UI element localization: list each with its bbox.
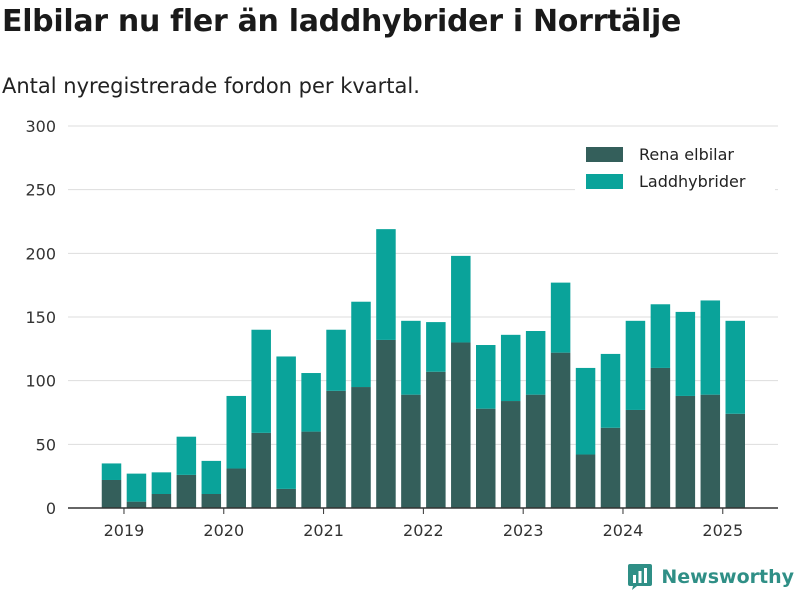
bar-hybrid (351, 301, 371, 388)
x-tick-label: 2020 (203, 521, 244, 540)
bar-hybrid (700, 300, 721, 395)
bar-electric (625, 409, 646, 508)
bar-electric (251, 432, 271, 508)
y-tick-label: 150 (25, 308, 56, 327)
bar-hybrid (625, 320, 646, 410)
x-tick-label: 2024 (603, 521, 644, 540)
bar-hybrid (476, 345, 496, 409)
bar-electric (550, 352, 571, 508)
x-tick-label: 2022 (403, 521, 444, 540)
bar-electric (700, 394, 721, 508)
bar-hybrid (251, 329, 271, 433)
y-tick-label: 50 (36, 435, 56, 454)
bar-electric (226, 468, 246, 508)
x-axis: 2019 2020 2021 2022 2023 2024 2025 (68, 507, 778, 540)
legend-swatch (586, 147, 623, 162)
brand-name: Newsworthy (661, 566, 794, 588)
bar-electric (525, 394, 546, 508)
bar-hybrid (301, 373, 321, 432)
legend-label: Laddhybrider (639, 172, 746, 191)
bar-hybrid (500, 334, 521, 402)
bar-electric (675, 395, 696, 508)
y-tick-label: 300 (25, 117, 56, 136)
bar-electric (151, 493, 172, 508)
bar-electric (600, 427, 621, 508)
bar-hybrid (725, 320, 745, 414)
bar-electric (201, 493, 222, 508)
bar-electric (725, 413, 745, 508)
bar-hybrid (126, 473, 147, 502)
bar-hybrid (226, 395, 246, 469)
bar-hybrid (151, 472, 172, 494)
legend-swatch (586, 174, 623, 189)
bar-hybrid (276, 356, 296, 489)
bar-electric (326, 390, 346, 508)
bar-electric (650, 367, 671, 508)
bar-electric (376, 339, 396, 508)
newsworthy-logo-icon (628, 564, 653, 590)
bar-electric (401, 394, 421, 508)
x-tick-label: 2023 (503, 521, 544, 540)
bar-electric (451, 342, 471, 508)
x-tick-label: 2025 (702, 521, 743, 540)
x-tick-label: 2021 (303, 521, 344, 540)
bar-hybrid (101, 463, 122, 480)
bar-electric (126, 501, 147, 508)
bar-electric (101, 479, 122, 508)
bar-hybrid (525, 331, 546, 395)
bar-electric (426, 371, 446, 508)
bar-electric (500, 401, 521, 508)
legend: Rena elbilar Laddhybrider (575, 140, 775, 200)
bar-electric (351, 387, 371, 508)
bar-electric (575, 454, 596, 508)
y-tick-label: 100 (25, 372, 56, 391)
bar-electric (476, 408, 496, 508)
bar-hybrid (550, 282, 571, 353)
y-tick-label: 0 (46, 499, 56, 518)
bar-hybrid (600, 353, 621, 428)
bar-electric (276, 488, 296, 508)
bar-hybrid (426, 322, 446, 372)
bar-electric (176, 474, 197, 508)
y-axis: 0 50 100 150 200 250 300 (25, 117, 56, 518)
legend-label: Rena elbilar (639, 145, 734, 164)
x-tick-label: 2019 (104, 521, 145, 540)
bar-hybrid (176, 436, 197, 475)
y-tick-label: 200 (25, 244, 56, 263)
chart-title: Elbilar nu fler än laddhybrider i Norrtä… (2, 4, 682, 39)
bar-hybrid (401, 320, 421, 395)
bar-hybrid (451, 255, 471, 343)
y-tick-label: 250 (25, 181, 56, 200)
bar-hybrid (376, 229, 396, 340)
bar-hybrid (675, 311, 696, 396)
bar-hybrid (650, 304, 671, 368)
bar-hybrid (326, 329, 346, 391)
bar-electric (301, 431, 321, 508)
brand-logo: Newsworthy (627, 562, 794, 592)
chart-subtitle: Antal nyregistrerade fordon per kvartal. (2, 74, 420, 98)
bar-hybrid (201, 460, 222, 494)
bars (101, 229, 745, 508)
bar-hybrid (575, 367, 596, 455)
